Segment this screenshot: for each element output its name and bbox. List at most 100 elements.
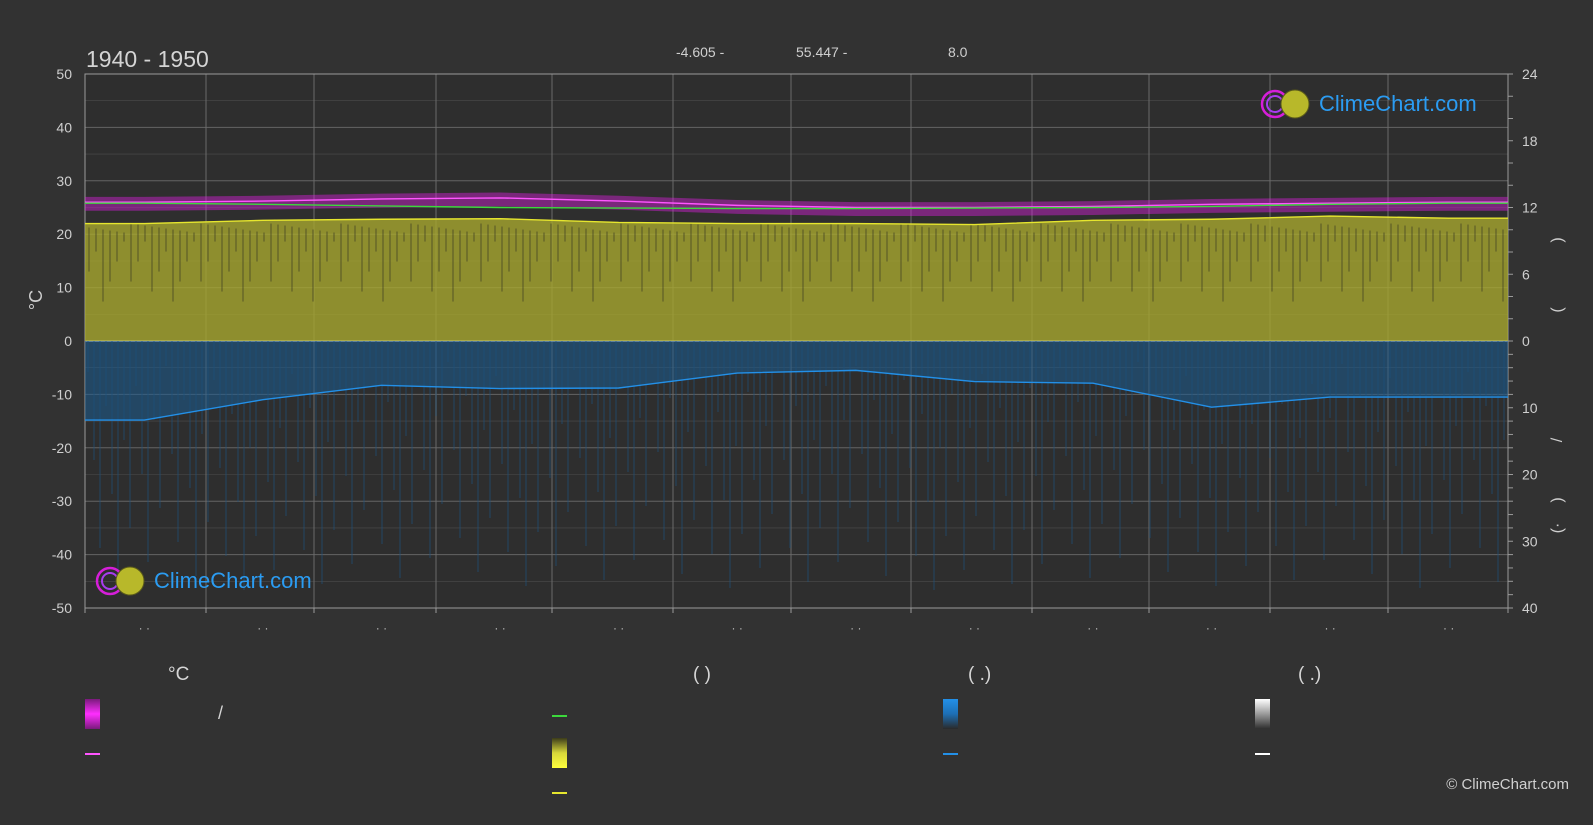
sunshine-texture bbox=[326, 231, 328, 262]
sunshine-texture bbox=[753, 232, 755, 242]
precip-texture bbox=[405, 341, 407, 436]
precip-texture bbox=[555, 341, 557, 566]
sunshine-texture bbox=[1138, 227, 1140, 272]
precip-texture bbox=[1383, 341, 1385, 520]
precip-texture bbox=[603, 341, 605, 580]
month-label: · · bbox=[732, 621, 743, 635]
sunshine-texture bbox=[1362, 229, 1364, 302]
precip-texture bbox=[1455, 341, 1457, 426]
sunshine-texture bbox=[760, 223, 762, 282]
sunshine-texture bbox=[235, 228, 237, 252]
sunshine-texture bbox=[368, 227, 370, 272]
sunshine-texture bbox=[487, 224, 489, 262]
sunshine-texture bbox=[1103, 232, 1105, 242]
sunshine-texture bbox=[823, 232, 825, 242]
month-label: · · bbox=[1324, 621, 1335, 635]
precip-texture bbox=[471, 341, 473, 484]
sunshine-texture bbox=[361, 226, 363, 292]
precip-texture bbox=[99, 341, 101, 548]
precip-texture bbox=[1425, 341, 1427, 446]
sunshine-texture bbox=[564, 225, 566, 242]
sunshine-texture bbox=[1320, 223, 1322, 282]
precip-texture bbox=[1167, 341, 1169, 572]
sunshine-texture bbox=[249, 230, 251, 282]
sunshine-texture bbox=[942, 229, 944, 302]
precip-texture bbox=[1113, 341, 1115, 470]
precip-texture bbox=[915, 341, 917, 556]
precip-texture bbox=[1413, 341, 1415, 500]
sunshine-texture bbox=[648, 227, 650, 272]
sunshine-texture bbox=[585, 228, 587, 252]
right-tick-label: 30 bbox=[1522, 533, 1538, 549]
precip-texture bbox=[321, 341, 323, 584]
sunshine-texture bbox=[347, 224, 349, 262]
precip-texture bbox=[777, 341, 779, 372]
precip-texture bbox=[663, 341, 665, 540]
precip-texture bbox=[1281, 341, 1283, 404]
sunshine-texture bbox=[1180, 223, 1182, 282]
precip-texture bbox=[795, 341, 797, 406]
precip-texture bbox=[1047, 341, 1049, 422]
precip-texture bbox=[843, 341, 845, 420]
precip-texture bbox=[1353, 341, 1355, 540]
sunshine-texture bbox=[858, 227, 860, 272]
sunshine-texture bbox=[921, 226, 923, 292]
longitude-label: 55.447 - bbox=[796, 44, 848, 60]
sunshine-texture bbox=[536, 231, 538, 262]
sunshine-texture bbox=[1047, 224, 1049, 262]
mean-temp-line bbox=[85, 202, 1508, 210]
sunshine-texture bbox=[1425, 228, 1427, 252]
precip-texture bbox=[1323, 341, 1325, 560]
sunshine-texture bbox=[1061, 226, 1063, 292]
precip-texture bbox=[1179, 341, 1181, 518]
sunshine-texture bbox=[1439, 230, 1441, 282]
precip-texture bbox=[825, 341, 827, 386]
sunshine-texture bbox=[788, 227, 790, 272]
left-tick-label: -20 bbox=[52, 440, 72, 456]
precip-texture bbox=[951, 341, 953, 394]
precip-texture bbox=[1119, 341, 1121, 558]
sunshine-texture bbox=[1236, 231, 1238, 262]
sunshine-texture bbox=[228, 227, 230, 272]
sunshine-texture bbox=[1208, 227, 1210, 272]
precip-texture bbox=[1125, 341, 1127, 416]
logo-icon bbox=[1260, 89, 1310, 119]
precip-texture bbox=[387, 341, 389, 402]
sunshine-texture bbox=[1026, 231, 1028, 262]
right-axis-label: / bbox=[1549, 437, 1566, 442]
precip-texture bbox=[639, 341, 641, 418]
precip-texture bbox=[1317, 341, 1319, 472]
precip-texture bbox=[1191, 341, 1193, 464]
precip-texture bbox=[699, 341, 701, 378]
precip-texture bbox=[159, 341, 161, 508]
precip-texture bbox=[519, 341, 521, 498]
precip-texture bbox=[717, 341, 719, 412]
precip-texture bbox=[225, 341, 227, 556]
precip-texture bbox=[1017, 341, 1019, 442]
latitude-label: -4.605 - bbox=[676, 44, 725, 60]
precip-texture bbox=[1305, 341, 1307, 526]
precip-texture bbox=[819, 341, 821, 528]
sunshine-texture bbox=[1033, 232, 1035, 242]
sunshine-texture bbox=[1159, 230, 1161, 282]
precip-texture bbox=[441, 341, 443, 504]
precip-texture bbox=[831, 341, 833, 474]
month-label: · · bbox=[1443, 621, 1454, 635]
left-tick-label: -10 bbox=[52, 386, 72, 402]
precip-texture bbox=[771, 341, 773, 514]
sunshine-texture bbox=[592, 229, 594, 302]
sunshine-texture bbox=[452, 229, 454, 302]
precip-texture bbox=[267, 341, 269, 482]
precip-texture bbox=[1143, 341, 1145, 450]
sunshine-texture bbox=[396, 231, 398, 262]
legend-sunshine-band-swatch bbox=[552, 738, 567, 768]
month-label: · · bbox=[376, 621, 387, 635]
precip-texture bbox=[1005, 341, 1007, 496]
precip-texture bbox=[1473, 341, 1475, 460]
sunshine-texture bbox=[1166, 231, 1168, 262]
sunshine-texture bbox=[95, 228, 97, 252]
precip-texture bbox=[909, 341, 911, 468]
sunshine-texture bbox=[1453, 232, 1455, 242]
sunshine-texture bbox=[718, 227, 720, 272]
climechart-logo-bottom: ClimeChart.com bbox=[94, 565, 312, 597]
